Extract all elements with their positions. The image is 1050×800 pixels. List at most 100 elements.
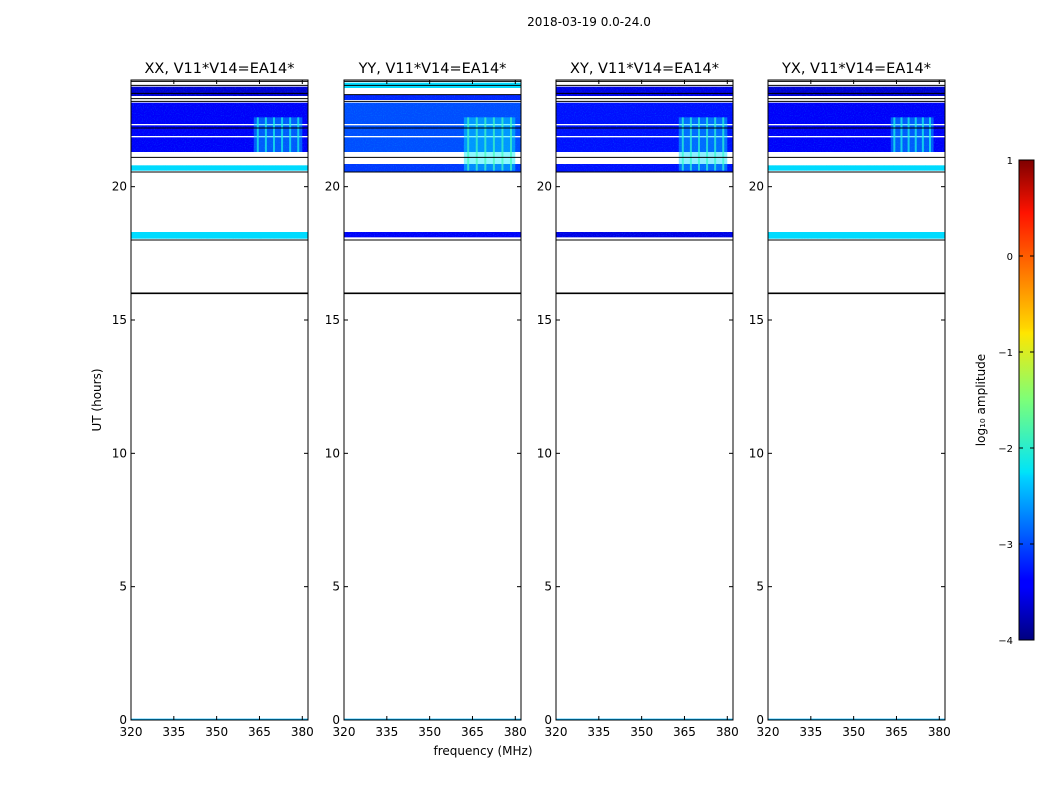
x-tick-label: 335: [162, 725, 185, 739]
rfi-region: [890, 117, 934, 152]
x-axis-label: frequency (MHz): [433, 744, 532, 758]
band-noise: [768, 232, 945, 239]
band-noise: [344, 125, 521, 136]
figure-title: 2018-03-19 0.0-24.0: [527, 15, 651, 29]
band-noise: [768, 165, 945, 171]
band-noise: [344, 164, 521, 172]
axes-frame: [555, 79, 734, 721]
y-ticks: 0 5 10 15 20: [537, 180, 733, 727]
rfi-region: [253, 117, 303, 152]
band-noise: [131, 718, 308, 720]
x-tick-label: 335: [375, 725, 398, 739]
x-ticks: 320 335 350 365 380: [333, 80, 527, 739]
y-tick-label: 15: [537, 313, 552, 327]
band-noise: [556, 137, 733, 152]
x-tick-label: 380: [504, 725, 527, 739]
colorbar-frame: [1018, 159, 1035, 641]
y-tick-label: 10: [749, 446, 764, 460]
band-noise: [768, 125, 945, 136]
y-tick-label: 0: [119, 713, 127, 727]
y-tick-label: 15: [325, 313, 340, 327]
colorbar-ticks: 1 0 −1 −2 −3 −4: [998, 156, 1034, 647]
band-noise: [556, 102, 733, 124]
x-ticks: 320 335 350 365 380: [757, 80, 951, 739]
band-noise: [131, 232, 308, 239]
spectrogram-data: [768, 80, 945, 720]
x-tick-label: 350: [418, 725, 441, 739]
y-tick-label: 0: [332, 713, 340, 727]
x-tick-label: 350: [205, 725, 228, 739]
y-ticks: 0 5 10 15 20: [112, 180, 308, 727]
x-ticks: 320 335 350 365 380: [120, 80, 314, 739]
x-tick-label: 365: [248, 725, 271, 739]
x-tick-label: 320: [545, 725, 568, 739]
colorbar-gradient: [1019, 160, 1034, 640]
x-tick-label: 335: [799, 725, 822, 739]
spectrogram-data: [344, 80, 521, 720]
band-noise: [131, 165, 308, 171]
colorbar-tick-label: −1: [998, 348, 1013, 359]
y-tick-label: 20: [537, 180, 552, 194]
band-noise: [556, 232, 733, 238]
band-noise: [556, 718, 733, 720]
spectrogram-data: [556, 80, 733, 720]
band-noise: [344, 94, 521, 100]
y-tick-label: 20: [749, 180, 764, 194]
y-tick-label: 0: [544, 713, 552, 727]
x-tick-label: 320: [120, 725, 143, 739]
y-ticks: 0 5 10 15 20: [325, 180, 521, 727]
band-noise: [556, 164, 733, 172]
panel-title: XY, V11*V14=EA14*: [570, 61, 719, 77]
band-noise: [768, 86, 945, 96]
colorbar-tick-label: −4: [998, 636, 1013, 647]
rfi-region: [678, 117, 728, 171]
colorbar: 1 0 −1 −2 −3 −4 log₁₀ amplitude: [974, 156, 1035, 647]
band-noise: [131, 137, 308, 152]
y-tick-label: 5: [119, 580, 127, 594]
band-noise: [768, 718, 945, 720]
x-tick-label: 320: [333, 725, 356, 739]
x-tick-label: 365: [461, 725, 484, 739]
band-noise: [344, 718, 521, 720]
spectrogram-data: [131, 80, 308, 720]
panel-title: YY, V11*V14=EA14*: [358, 61, 507, 77]
colorbar-tick-label: 0: [1007, 252, 1013, 263]
x-tick-label: 335: [587, 725, 610, 739]
colorbar-label: log₁₀ amplitude: [974, 354, 988, 446]
x-tick-label: 350: [630, 725, 653, 739]
y-axis-label: UT (hours): [90, 368, 104, 431]
band-noise: [131, 125, 308, 136]
colorbar-tick-label: −2: [998, 444, 1013, 455]
band-noise: [131, 102, 308, 124]
axes-frame: [767, 79, 946, 721]
band-noise: [344, 232, 521, 238]
x-tick-label: 365: [885, 725, 908, 739]
panel-xy: XY, V11*V14=EA14* 320 335 350 365 380 0 5 10 15…: [537, 61, 739, 739]
x-tick-label: 380: [716, 725, 739, 739]
rfi-region: [463, 117, 516, 171]
panel-yy: YY, V11*V14=EA14* 320 335 350 365 380 0 5 10 15…: [325, 61, 527, 739]
y-tick-label: 0: [756, 713, 764, 727]
y-tick-label: 10: [537, 446, 552, 460]
y-tick-label: 15: [112, 313, 127, 327]
axes-frame: [130, 79, 309, 721]
y-ticks: 0 5 10 15 20: [749, 180, 945, 727]
y-tick-label: 10: [112, 446, 127, 460]
x-tick-label: 320: [757, 725, 780, 739]
x-tick-label: 365: [673, 725, 696, 739]
y-tick-label: 20: [112, 180, 127, 194]
x-tick-label: 380: [928, 725, 951, 739]
colorbar-tick-label: −3: [998, 540, 1013, 551]
panel-xx: XX, V11*V14=EA14* 320 335 350 365 380 0 5 10 15…: [112, 61, 314, 739]
band-noise: [556, 125, 733, 136]
colorbar-tick-label: 1: [1007, 156, 1013, 167]
x-tick-label: 380: [291, 725, 314, 739]
y-tick-label: 20: [325, 180, 340, 194]
y-tick-label: 15: [749, 313, 764, 327]
y-tick-label: 10: [325, 446, 340, 460]
y-tick-label: 5: [332, 580, 340, 594]
axes-frame: [343, 79, 522, 721]
band-noise: [556, 86, 733, 96]
x-ticks: 320 335 350 365 380: [545, 80, 739, 739]
